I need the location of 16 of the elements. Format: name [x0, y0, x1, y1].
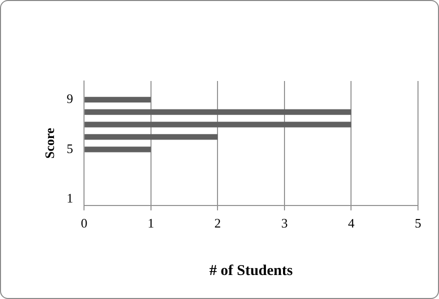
bar	[84, 96, 151, 102]
y-axis-title: Score	[42, 128, 58, 159]
x-tick-label: 5	[414, 216, 422, 231]
bar	[84, 122, 352, 128]
x-tick-label: 3	[281, 216, 288, 231]
x-tick-label: 0	[80, 216, 88, 231]
x-tick-label: 2	[214, 216, 221, 231]
y-tick-label: 5	[66, 140, 74, 156]
bar	[84, 109, 352, 115]
bar	[84, 146, 151, 152]
x-tick-label: 4	[348, 216, 355, 231]
y-tick-label: 1	[66, 190, 74, 206]
x-tick-label: 1	[148, 216, 154, 231]
x-axis-title: # of Students	[209, 262, 293, 279]
y-tick-label: 9	[66, 91, 74, 106]
bar	[84, 134, 218, 140]
